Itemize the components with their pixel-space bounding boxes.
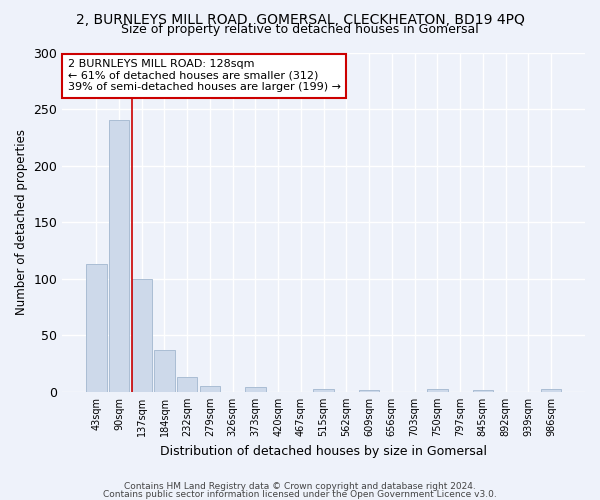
Text: Contains HM Land Registry data © Crown copyright and database right 2024.: Contains HM Land Registry data © Crown c…	[124, 482, 476, 491]
Text: 2, BURNLEYS MILL ROAD, GOMERSAL, CLECKHEATON, BD19 4PQ: 2, BURNLEYS MILL ROAD, GOMERSAL, CLECKHE…	[76, 12, 524, 26]
Bar	[541, 388, 561, 392]
Bar	[359, 390, 379, 392]
X-axis label: Distribution of detached houses by size in Gomersal: Distribution of detached houses by size …	[160, 444, 487, 458]
Bar	[177, 377, 197, 392]
Y-axis label: Number of detached properties: Number of detached properties	[15, 129, 28, 315]
Text: 2 BURNLEYS MILL ROAD: 128sqm
← 61% of detached houses are smaller (312)
39% of s: 2 BURNLEYS MILL ROAD: 128sqm ← 61% of de…	[68, 60, 341, 92]
Bar	[109, 120, 129, 392]
Bar	[245, 388, 266, 392]
Bar	[473, 390, 493, 392]
Bar	[154, 350, 175, 392]
Text: Size of property relative to detached houses in Gomersal: Size of property relative to detached ho…	[121, 22, 479, 36]
Bar	[200, 386, 220, 392]
Bar	[131, 279, 152, 392]
Text: Contains public sector information licensed under the Open Government Licence v3: Contains public sector information licen…	[103, 490, 497, 499]
Bar	[313, 388, 334, 392]
Bar	[427, 388, 448, 392]
Bar	[86, 264, 107, 392]
